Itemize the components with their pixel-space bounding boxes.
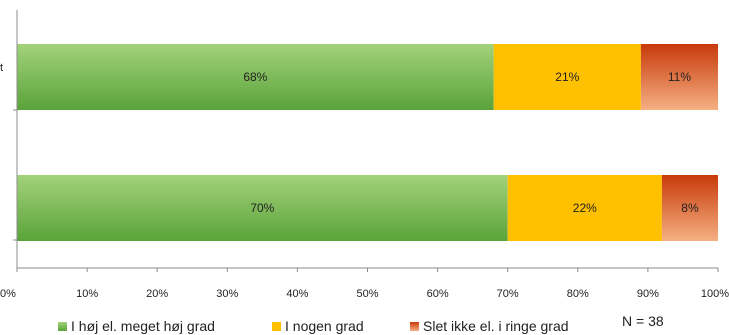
bar-row2-low	[661, 175, 718, 241]
legend-swatch-green	[58, 321, 67, 331]
x-tick-label-10: 10%	[76, 288, 98, 300]
legend-label-high: I høj el. meget høj grad	[71, 318, 215, 334]
sample-size-annotation: N = 38	[622, 313, 664, 329]
bar-row1-low	[640, 44, 718, 110]
truncated-category-label: t	[0, 62, 4, 74]
x-tick-label-100: 100%	[701, 288, 729, 300]
legend-label-low: Slet ikke el. i ringe grad	[423, 318, 569, 334]
x-tick-label-20: 20%	[146, 288, 168, 300]
legend-label-medium: I nogen grad	[285, 318, 364, 334]
x-tick-label-30: 30%	[216, 288, 238, 300]
data-label-row2-high: 70%	[250, 201, 274, 215]
data-label-row2-medium: 22%	[573, 201, 597, 215]
legend: I høj el. meget høj grad I nogen grad Sl…	[0, 316, 729, 335]
x-tick-label-40: 40%	[286, 288, 308, 300]
x-tick-label-90: 90%	[637, 288, 659, 300]
bar-row1-medium	[493, 44, 641, 110]
data-label-row1-medium: 21%	[555, 70, 579, 84]
x-tick-label-80: 80%	[567, 288, 589, 300]
bar-row2-high	[17, 175, 508, 241]
x-tick-label-60: 60%	[427, 288, 449, 300]
x-tick-label-70: 70%	[497, 288, 519, 300]
bar-row2-medium	[507, 175, 662, 241]
bar-row1-high	[17, 44, 494, 110]
legend-swatch-orange	[410, 321, 419, 331]
data-label-row2-low: 8%	[681, 201, 699, 215]
x-tick-label-50: 50%	[356, 288, 378, 300]
legend-item-high: I høj el. meget høj grad	[58, 318, 215, 334]
data-label-row1-low: 11%	[668, 70, 691, 84]
x-tick-label-0: 0%	[0, 288, 16, 300]
legend-item-medium: I nogen grad	[272, 318, 364, 334]
legend-item-low: Slet ikke el. i ringe grad	[410, 318, 569, 334]
data-label-row1-high: 68%	[243, 70, 267, 84]
legend-swatch-yellow	[272, 321, 281, 331]
